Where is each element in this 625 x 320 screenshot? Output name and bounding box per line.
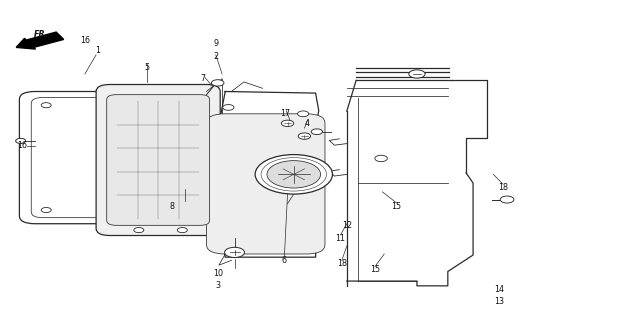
Circle shape	[134, 228, 144, 233]
FancyBboxPatch shape	[96, 84, 220, 236]
Text: 16: 16	[18, 141, 28, 150]
Text: 2: 2	[213, 52, 218, 61]
Circle shape	[500, 196, 514, 203]
Circle shape	[267, 161, 321, 188]
Text: 4: 4	[305, 119, 310, 128]
Text: 12: 12	[342, 221, 352, 230]
Text: 18: 18	[337, 259, 347, 268]
Circle shape	[281, 120, 294, 126]
Text: 7: 7	[201, 74, 206, 83]
Text: 11: 11	[336, 234, 346, 243]
Text: 14: 14	[494, 284, 504, 293]
Text: 3: 3	[215, 281, 220, 290]
Circle shape	[41, 103, 51, 108]
Circle shape	[119, 207, 129, 212]
Text: 10: 10	[213, 268, 222, 278]
Text: 15: 15	[392, 202, 402, 211]
Circle shape	[16, 138, 26, 143]
Circle shape	[41, 207, 51, 212]
FancyBboxPatch shape	[19, 92, 151, 224]
Circle shape	[224, 247, 244, 258]
Circle shape	[298, 111, 309, 117]
Text: 8: 8	[170, 202, 175, 211]
Text: FR.: FR.	[34, 30, 49, 39]
Text: 16: 16	[80, 36, 90, 45]
Text: 13: 13	[494, 297, 504, 306]
Text: 5: 5	[144, 63, 150, 72]
Circle shape	[409, 70, 425, 78]
Text: 1: 1	[95, 45, 100, 55]
Text: 17: 17	[281, 109, 291, 118]
Text: 15: 15	[370, 265, 380, 275]
Circle shape	[211, 80, 224, 86]
Circle shape	[375, 155, 388, 162]
Circle shape	[119, 103, 129, 108]
FancyArrow shape	[16, 32, 64, 49]
FancyBboxPatch shape	[107, 95, 209, 225]
Text: 9: 9	[213, 39, 218, 48]
Circle shape	[222, 105, 234, 110]
Text: 18: 18	[498, 183, 508, 192]
Circle shape	[298, 133, 311, 139]
Circle shape	[177, 228, 187, 233]
Text: 6: 6	[282, 256, 287, 265]
Circle shape	[255, 155, 332, 194]
Circle shape	[311, 129, 322, 135]
FancyBboxPatch shape	[206, 114, 325, 254]
